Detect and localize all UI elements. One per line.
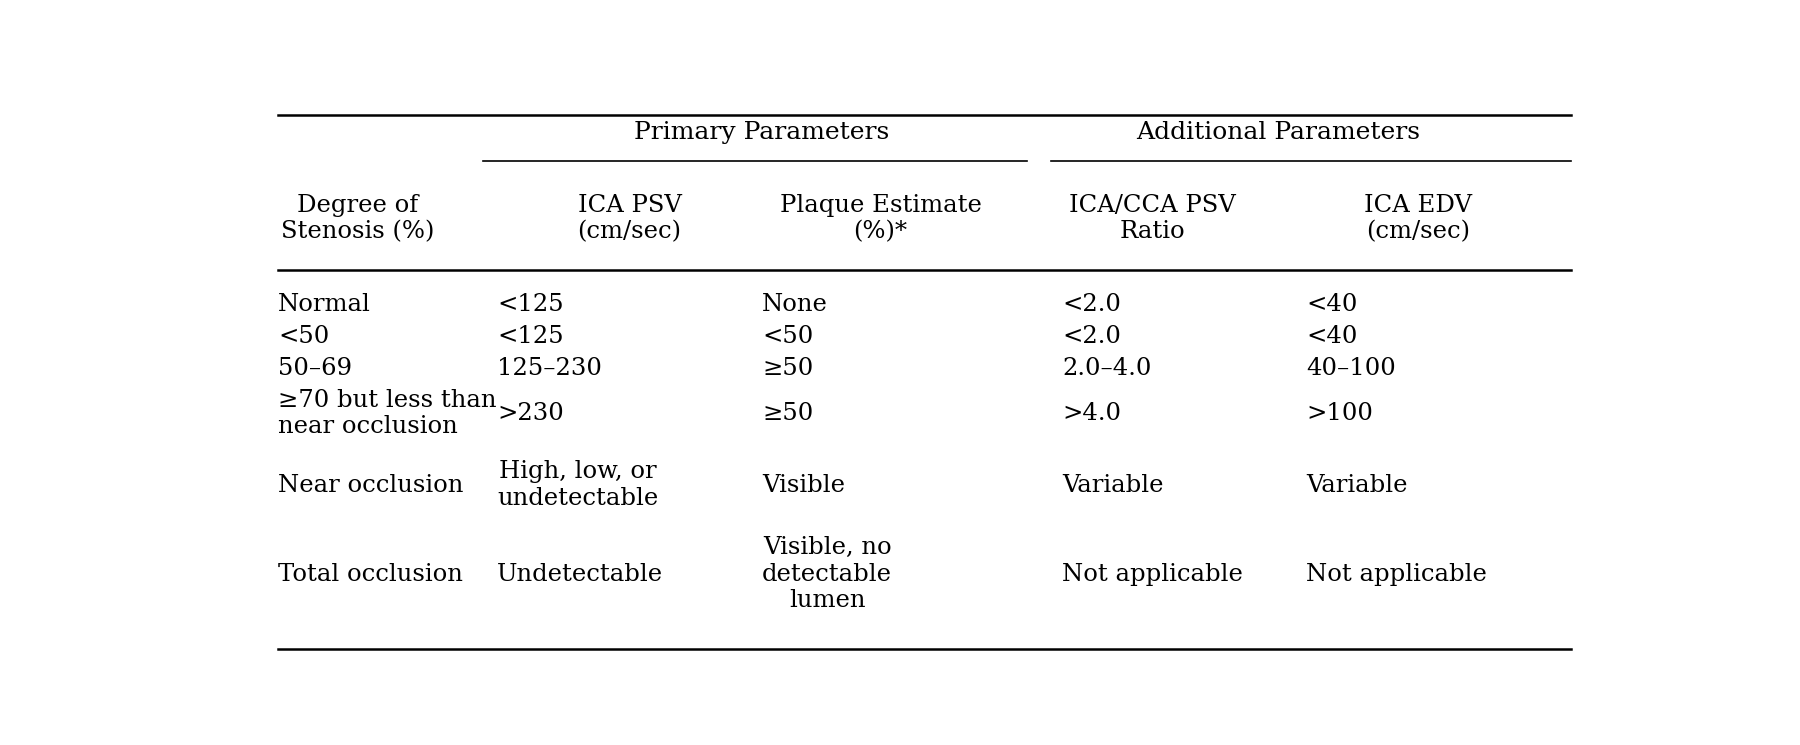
Text: Near occlusion: Near occlusion (277, 474, 463, 497)
Text: Not applicable: Not applicable (1307, 562, 1487, 586)
Text: Not applicable: Not applicable (1062, 562, 1242, 586)
Text: Plaque Estimate
(%)*: Plaque Estimate (%)* (779, 194, 981, 244)
Text: ICA/CCA PSV
Ratio: ICA/CCA PSV Ratio (1069, 194, 1237, 244)
Text: Variable: Variable (1062, 474, 1163, 497)
Text: >100: >100 (1307, 402, 1373, 425)
Text: Visible, no
detectable
lumen: Visible, no detectable lumen (761, 536, 893, 612)
Text: ≥70 but less than
near occlusion: ≥70 but less than near occlusion (277, 389, 497, 438)
Text: Normal: Normal (277, 293, 371, 316)
Text: 50–69: 50–69 (277, 358, 353, 380)
Text: 40–100: 40–100 (1307, 358, 1395, 380)
Text: <50: <50 (277, 325, 329, 348)
Text: <2.0: <2.0 (1062, 293, 1121, 316)
Text: ≥50: ≥50 (761, 358, 814, 380)
Text: Variable: Variable (1307, 474, 1408, 497)
Text: Primary Parameters: Primary Parameters (634, 121, 889, 144)
Text: None: None (761, 293, 828, 316)
Text: <125: <125 (497, 325, 563, 348)
Text: 2.0–4.0: 2.0–4.0 (1062, 358, 1152, 380)
Text: <50: <50 (761, 325, 814, 348)
Text: <2.0: <2.0 (1062, 325, 1121, 348)
Text: ≥50: ≥50 (761, 402, 814, 425)
Text: <40: <40 (1307, 325, 1357, 348)
Text: ICA PSV
(cm/sec): ICA PSV (cm/sec) (578, 194, 682, 244)
Text: Degree of
Stenosis (%): Degree of Stenosis (%) (281, 194, 434, 244)
Text: Undetectable: Undetectable (497, 562, 662, 586)
Text: <40: <40 (1307, 293, 1357, 316)
Text: >4.0: >4.0 (1062, 402, 1121, 425)
Text: High, low, or
undetectable: High, low, or undetectable (497, 460, 659, 510)
Text: 125–230: 125–230 (497, 358, 601, 380)
Text: >230: >230 (497, 402, 563, 425)
Text: Total occlusion: Total occlusion (277, 562, 463, 586)
Text: Additional Parameters: Additional Parameters (1136, 121, 1420, 144)
Text: ICA EDV
(cm/sec): ICA EDV (cm/sec) (1364, 194, 1472, 244)
Text: Visible: Visible (761, 474, 844, 497)
Text: <125: <125 (497, 293, 563, 316)
